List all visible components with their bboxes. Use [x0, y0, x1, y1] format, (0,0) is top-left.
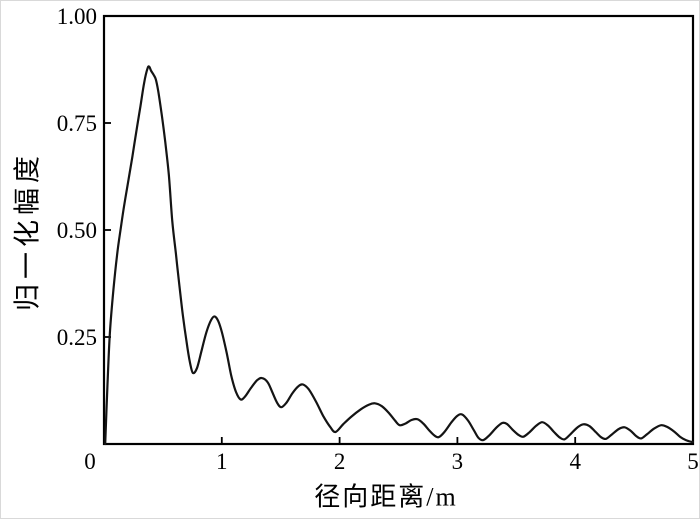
y-tick-label: 0.75 [56, 111, 97, 136]
x-axis-title: 径向距离/m [314, 482, 458, 512]
x-tick-label: 0 [84, 449, 96, 474]
y-tick-label: 0.50 [56, 218, 97, 243]
x-tick-label: 2 [333, 449, 346, 474]
axes-frame [102, 14, 695, 446]
y-tick-label: 1.00 [56, 4, 97, 29]
x-tick-label: 3 [451, 449, 464, 474]
x-tick-label: 5 [687, 449, 699, 474]
x-tick-label: 1 [216, 449, 228, 474]
x-tick-label: 4 [569, 449, 581, 474]
y-axis-title: 归一化幅度 [12, 151, 43, 311]
y-tick-label: 0.25 [56, 325, 97, 350]
amplitude-curve [104, 65, 695, 446]
